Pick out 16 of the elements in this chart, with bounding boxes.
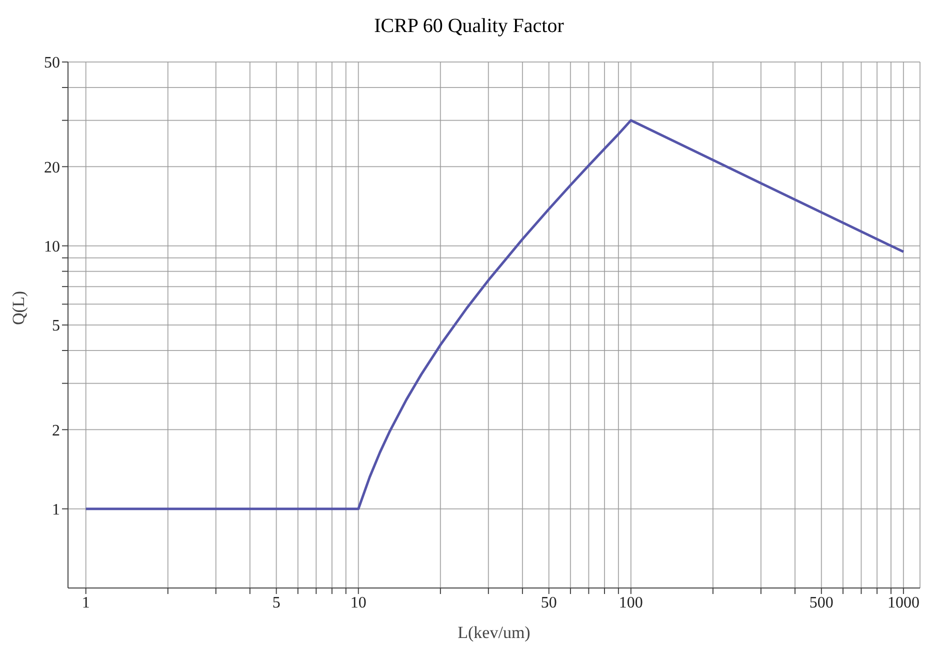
x-tick-label: 5 xyxy=(272,594,280,612)
x-tick-label: 1 xyxy=(82,594,90,612)
y-tick-label: 20 xyxy=(44,159,60,176)
x-axis-title: L(kev/um) xyxy=(458,623,530,642)
x-tick-label: 100 xyxy=(618,594,643,612)
y-tick-label: 5 xyxy=(52,318,60,335)
y-tick-label: 2 xyxy=(52,422,60,440)
y-axis-title: Q(L) xyxy=(9,291,28,325)
y-tick-label: 1 xyxy=(52,502,60,519)
x-tick-label: 50 xyxy=(540,594,557,612)
x-tick-label: 500 xyxy=(809,594,834,612)
x-tick-label: 1000 xyxy=(887,594,920,612)
chart-title: ICRP 60 Quality Factor xyxy=(373,14,565,39)
y-tick-label: 50 xyxy=(44,54,60,72)
x-tick-label: 10 xyxy=(350,594,366,612)
y-tick-label: 10 xyxy=(44,238,60,256)
